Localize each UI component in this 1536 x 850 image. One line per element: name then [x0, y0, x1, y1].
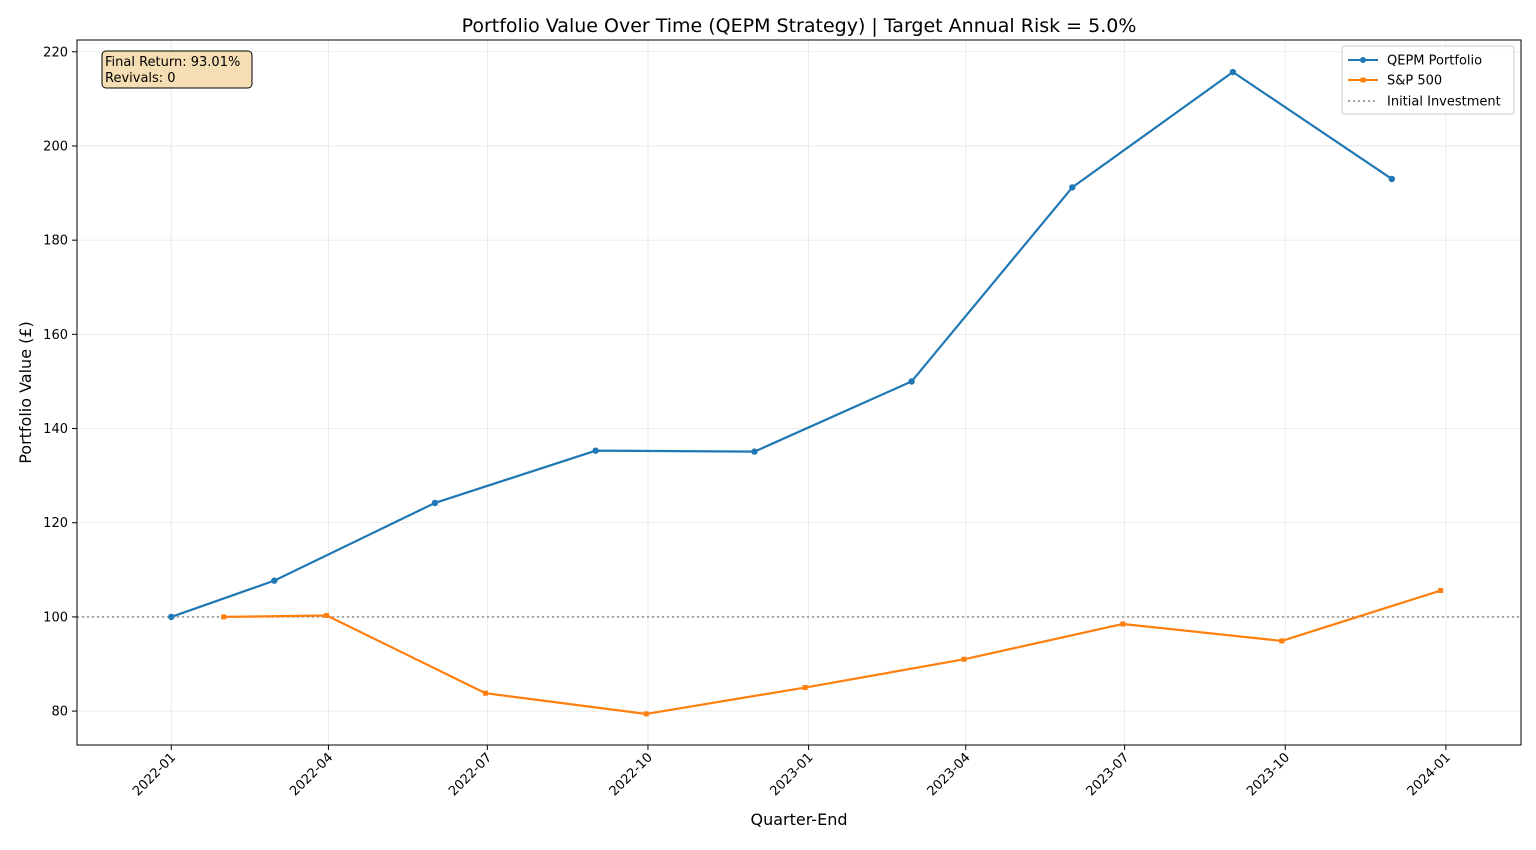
plot-frame: [76, 39, 1522, 746]
qepm-point: [431, 499, 439, 507]
qepm-point: [1229, 68, 1237, 76]
sp500-point: [961, 656, 967, 662]
chart-title: Portfolio Value Over Time (QEPM Strategy…: [462, 15, 1137, 37]
final-return-annotation: Final Return: 93.01% Revivals: 0: [101, 50, 253, 89]
legend-entry-sp500: S&P 500: [1348, 74, 1442, 89]
y-tick-label: 140: [43, 422, 68, 437]
qepm-point: [271, 577, 278, 584]
qepm-point: [751, 448, 758, 455]
sp500-point: [324, 612, 330, 618]
y-axis-ticks: 80 100 120 140 160 180 200 220: [43, 45, 77, 720]
legend-label-initial-investment: Initial Investment: [1387, 95, 1501, 110]
annotation-background: [101, 50, 253, 89]
legend-marker-sp500: [1360, 77, 1366, 83]
legend-background: [1341, 45, 1515, 115]
x-axis-title: Quarter-End: [751, 810, 848, 829]
annotation-revivals: Revivals: 0: [105, 71, 176, 86]
y-tick-label: 180: [43, 234, 68, 249]
y-tick-label: 100: [43, 610, 68, 625]
y-tick-label: 160: [43, 328, 68, 343]
y-tick-label: 200: [43, 139, 68, 154]
y-axis-title: Portfolio Value (£): [16, 321, 35, 464]
annotation-final-return: Final Return: 93.01%: [105, 55, 240, 70]
y-tick-label: 80: [51, 705, 68, 720]
sp500-point: [221, 614, 227, 620]
legend-label-sp500: S&P 500: [1387, 74, 1442, 89]
sp500-point: [483, 690, 489, 696]
sp500-point: [1279, 638, 1285, 644]
sp500-point: [1438, 588, 1444, 594]
sp500-point: [1120, 621, 1126, 627]
legend-label-qepm: QEPM Portfolio: [1387, 54, 1482, 69]
qepm-point: [1069, 184, 1076, 191]
qepm-point: [908, 378, 915, 385]
y-tick-label: 220: [43, 45, 68, 60]
legend: QEPM Portfolio S&P 500 Initial Investmen…: [1341, 45, 1515, 115]
legend-entry-initial-investment: Initial Investment: [1348, 95, 1501, 110]
sp500-point: [802, 685, 808, 691]
legend-entry-qepm: QEPM Portfolio: [1348, 54, 1482, 69]
qepm-point: [592, 447, 599, 454]
sp500-point: [643, 711, 649, 717]
qepm-point: [168, 613, 175, 621]
y-tick-label: 120: [43, 516, 68, 531]
series-layer: [168, 68, 1444, 717]
qepm-point: [1388, 175, 1395, 183]
legend-marker-qepm: [1360, 57, 1366, 63]
